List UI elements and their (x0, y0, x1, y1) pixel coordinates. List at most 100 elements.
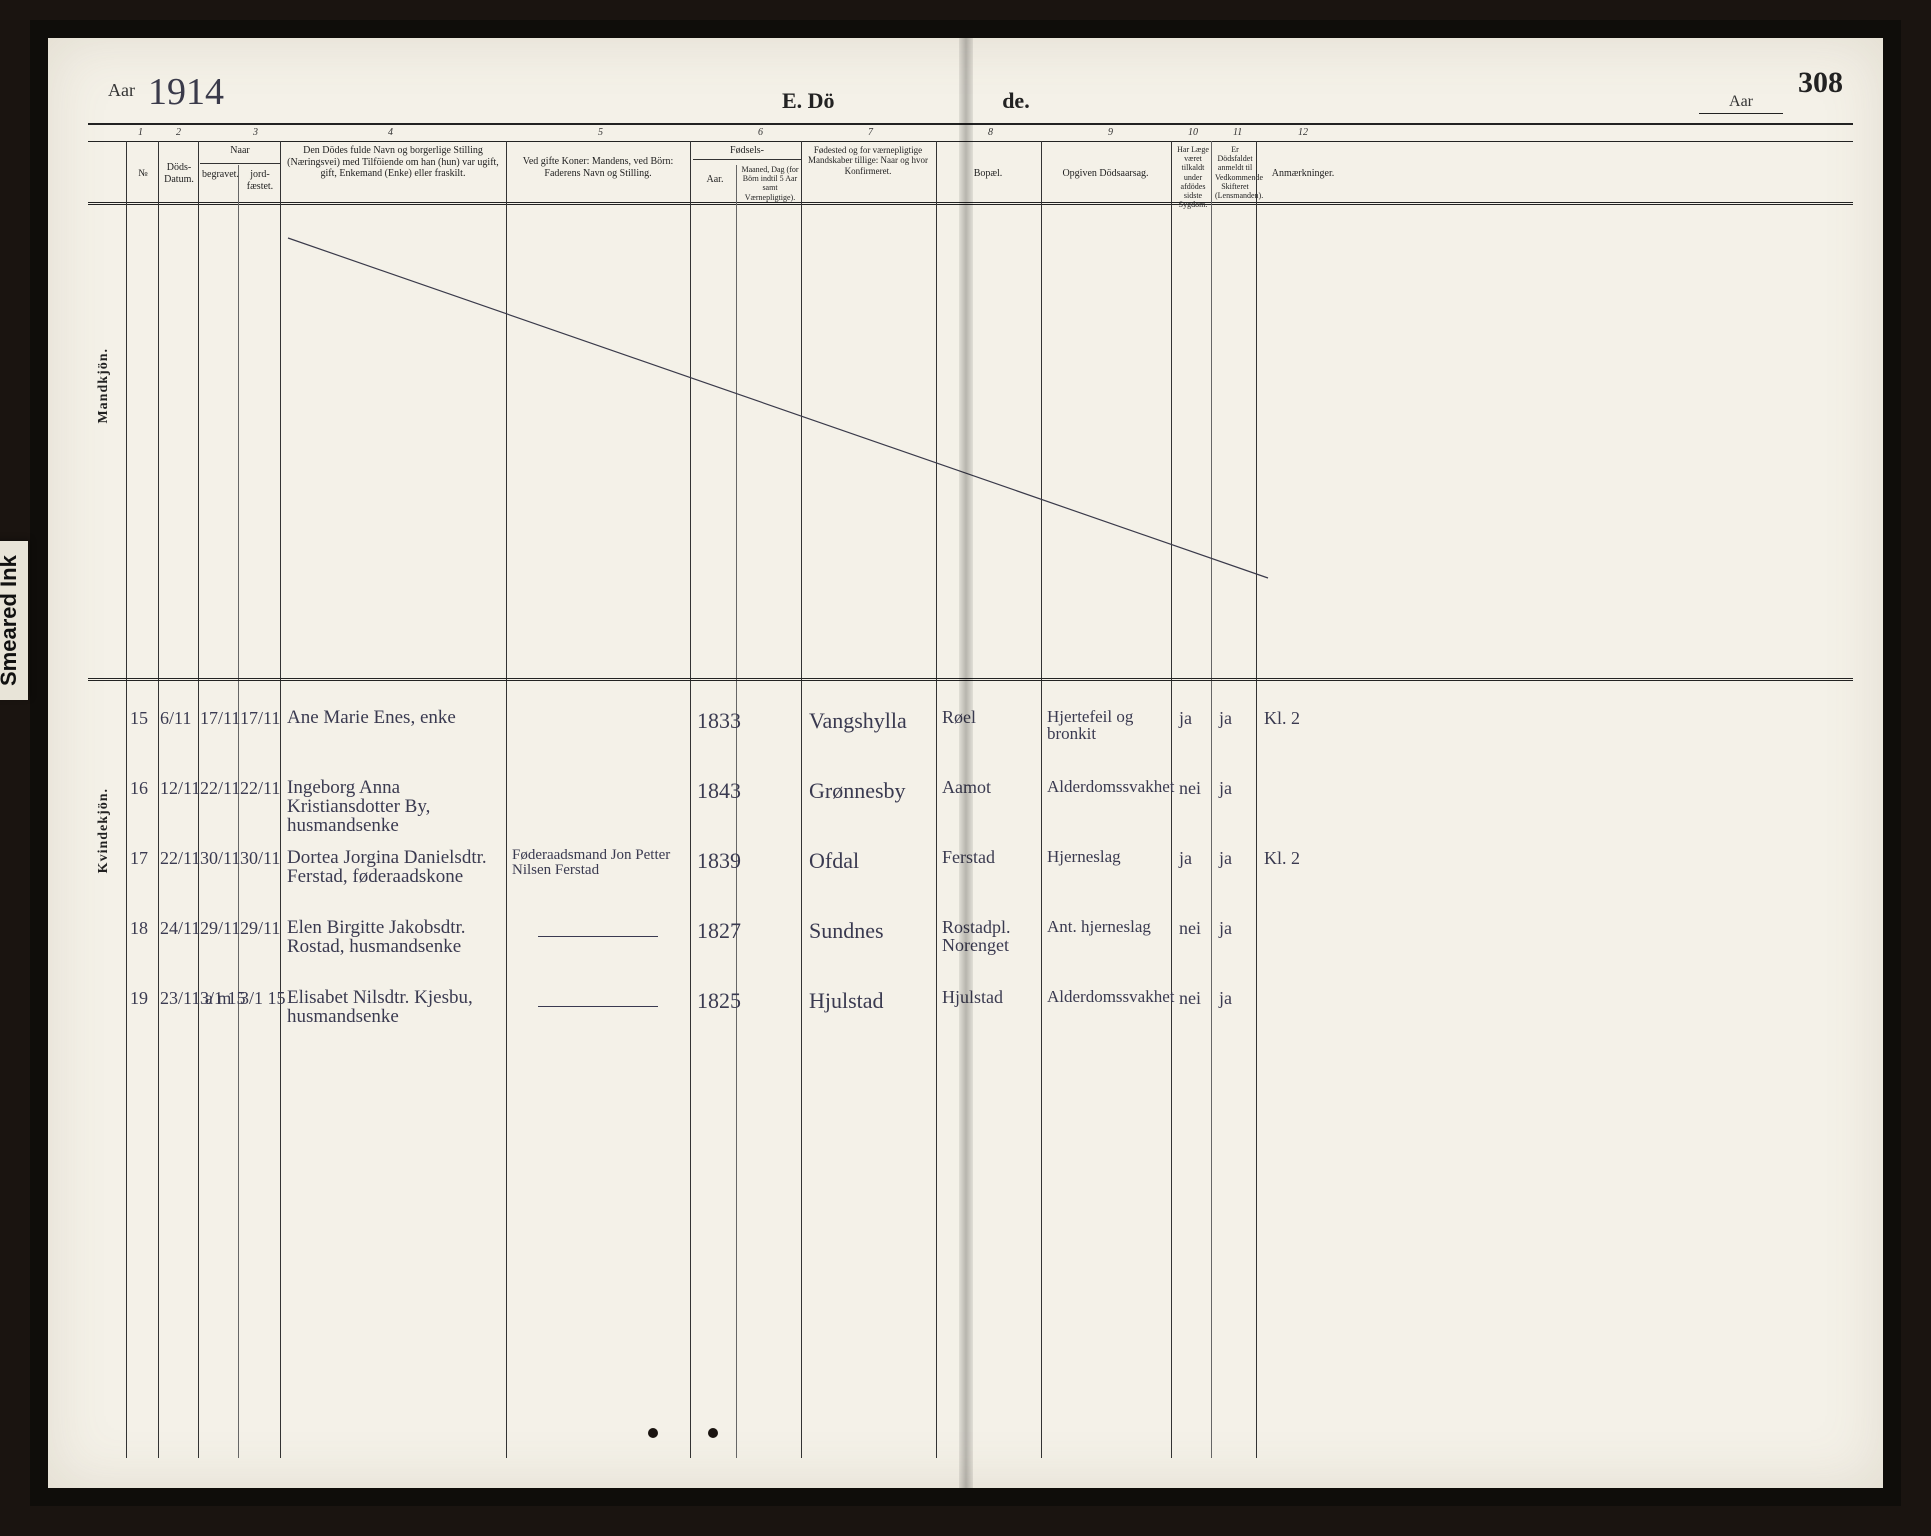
entry-aarsag: Ant. hjerneslag (1047, 918, 1175, 935)
entry-birth-year: 1833 (697, 708, 741, 734)
heading-right: de. (1002, 88, 1030, 114)
entry-aarsag: Alderdomssvakhet (1047, 988, 1175, 1005)
header-fodsels: Fødsels- (693, 142, 801, 160)
entry-jordfaestet: 3/1 15 (240, 988, 286, 1009)
year-right-label: Aar (1699, 93, 1783, 114)
entry-fodested: Vangshylla (809, 708, 907, 734)
entry-jordfaestet: 30/11 (240, 848, 280, 869)
empty-section-strike (128, 208, 1348, 668)
entry-begravet: 3/1 15 (200, 988, 246, 1009)
column-number-row: 1 2 3 4 5 6 7 8 9 10 11 12 (88, 127, 1853, 141)
entry-anmeldt: ja (1219, 778, 1232, 799)
header-fodested: Fødested og for værnepligtige Mandskaber… (803, 142, 933, 202)
colnum-9: 9 (1108, 127, 1113, 138)
entry-begravet: 17/11 (200, 708, 240, 729)
entry-bopael: Rostadpl. Norenget (942, 918, 1042, 954)
entry-lege: ja (1179, 708, 1192, 729)
year-value: 1914 (148, 70, 224, 114)
entry-fodested: Ofdal (809, 848, 859, 874)
entry-jordfaestet: 17/11 (240, 708, 280, 729)
entry-row: 1824/1129/1129/11Elen Birgitte Jakobsdtr… (88, 918, 1853, 972)
entry-lege: nei (1179, 778, 1201, 799)
entry-no: 19 (130, 988, 148, 1009)
colnum-11: 11 (1233, 127, 1242, 138)
colnum-10: 10 (1188, 127, 1198, 138)
entry-birth-year: 1839 (697, 848, 741, 874)
header-begravet: begravet. (200, 166, 240, 206)
colnum-8: 8 (988, 127, 993, 138)
header-maaned: Maaned, Dag (for Börn indtil 5 Aar samt … (738, 162, 802, 206)
entry-spouse-dash (538, 1006, 658, 1007)
ledger-table: 1 2 3 4 5 6 7 8 9 10 11 12 № Döds- Datum… (88, 123, 1853, 1458)
side-label-mandkjon: Mandkjön. (96, 348, 112, 424)
entry-dods: 22/11 (160, 848, 200, 869)
entry-anmeldt: ja (1219, 708, 1232, 729)
entry-no: 15 (130, 708, 148, 729)
entry-fodested: Grønnesby (809, 778, 906, 804)
entry-fodested: Sundnes (809, 918, 884, 944)
entry-fodested: Hjulstad (809, 988, 884, 1014)
entry-begravet: 22/11 (200, 778, 240, 799)
entry-row: 1612/1122/1122/11Ingeborg Anna Kristians… (88, 778, 1853, 832)
colnum-3: 3 (253, 127, 258, 138)
header-bopael: Bopæl. (938, 142, 1038, 202)
entry-aarsag: Alderdomssvakhet (1047, 778, 1175, 795)
entry-spouse: Føderaadsmand Jon Petter Nilsen Ferstad (512, 848, 687, 878)
colnum-12: 12 (1298, 127, 1308, 138)
colnum-1: 1 (138, 127, 143, 138)
ledger-page: 308 Aar 1914 E. Dö de. Aar 1 2 3 4 5 6 7… (48, 38, 1883, 1488)
entry-anmeldt: ja (1219, 848, 1232, 869)
header-naar: Naar (200, 142, 280, 164)
entry-anmeldt: ja (1219, 988, 1232, 1009)
entry-row: 1923/11 a m3/1 153/1 15Elisabet Nilsdtr.… (88, 988, 1853, 1042)
binding-hole (708, 1428, 718, 1438)
binding-hole (648, 1428, 658, 1438)
page-number: 308 (1798, 66, 1843, 100)
entry-jordfaestet: 29/11 (240, 918, 280, 939)
header-row: № Döds- Datum. Naar begravet. jord- fæst… (88, 141, 1853, 205)
entry-dods: 6/11 (160, 708, 191, 729)
entry-no: 16 (130, 778, 148, 799)
colnum-4: 4 (388, 127, 393, 138)
header-name: Den Dödes fulde Navn og borgerlige Still… (283, 142, 503, 202)
entry-lege: ja (1179, 848, 1192, 869)
entry-anmeldt: ja (1219, 918, 1232, 939)
entry-dods: 12/11 (160, 778, 200, 799)
entry-begravet: 30/11 (200, 848, 240, 869)
header-anm: Anmærkninger. (1258, 142, 1348, 202)
entry-no: 17 (130, 848, 148, 869)
entry-birth-year: 1825 (697, 988, 741, 1014)
ledger-body: Mandkjön. Kvindekjön. 156/1117/1117/11An… (88, 208, 1853, 1458)
colnum-5: 5 (598, 127, 603, 138)
entry-bopael: Hjulstad (942, 988, 1042, 1006)
entry-birth-year: 1827 (697, 918, 741, 944)
colnum-6: 6 (758, 127, 763, 138)
entry-name: Dortea Jorgina Danielsdtr. Ferstad, føde… (287, 848, 507, 886)
year-label: Aar (108, 80, 135, 101)
section-divider (88, 678, 1853, 681)
entry-name: Elen Birgitte Jakobsdtr. Rostad, husmand… (287, 918, 507, 956)
smeared-ink-tag: Smeared Ink (0, 541, 28, 700)
entry-dods: 24/11 (160, 918, 200, 939)
entry-jordfaestet: 22/11 (240, 778, 280, 799)
entry-anm: Kl. 2 (1264, 708, 1300, 729)
entry-row: 15 6/11 17/1117/11 Ane Marie Enes, enke 1833… (88, 708, 1853, 762)
entry-begravet: 29/11 (200, 918, 240, 939)
entry-aarsag: Hjertefeil og bronkit (1047, 708, 1175, 742)
entry-bopael: Ferstad (942, 848, 1042, 866)
entry-name: Ingeborg Anna Kristiansdotter By, husman… (287, 778, 507, 835)
header-anmeldt: Er Dödsfaldet anmeldt til Vedkommende Sk… (1213, 142, 1257, 202)
entry-lege: nei (1179, 988, 1201, 1009)
entry-spouse-dash (538, 936, 658, 937)
entry-bopael: Aamot (942, 778, 1042, 796)
entry-aarsag: Hjerneslag (1047, 848, 1175, 865)
header-no: № (128, 142, 158, 202)
entry-name: Ane Marie Enes, enke (287, 708, 507, 727)
header-lege: Har Læge været tilkaldt under afdödes si… (1173, 142, 1213, 202)
entry-lege: nei (1179, 918, 1201, 939)
entry-anm: Kl. 2 (1264, 848, 1300, 869)
book-frame: 308 Aar 1914 E. Dö de. Aar 1 2 3 4 5 6 7… (30, 20, 1901, 1506)
entry-no: 18 (130, 918, 148, 939)
entry-name: Elisabet Nilsdtr. Kjesbu, husmandsenke (287, 988, 507, 1026)
colnum-2: 2 (176, 127, 181, 138)
